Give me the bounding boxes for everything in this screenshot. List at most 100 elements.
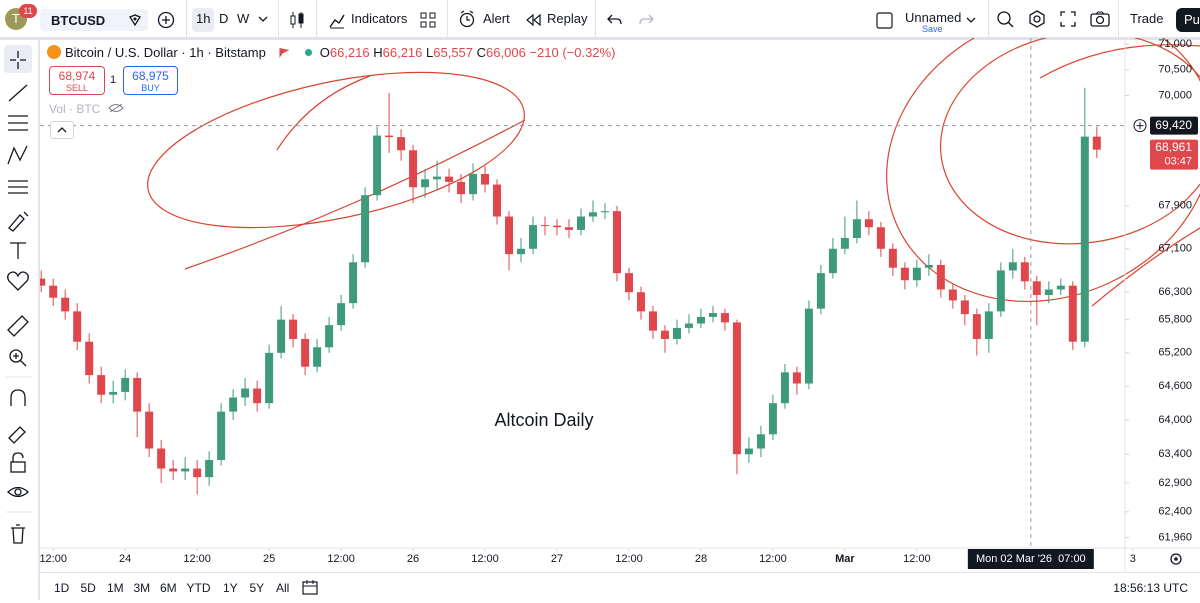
fib-tool[interactable] bbox=[8, 115, 28, 131]
range-button[interactable]: 5Y bbox=[249, 581, 265, 595]
sell-button[interactable]: 68,974 SELL bbox=[49, 66, 105, 95]
range-button[interactable]: 1D bbox=[54, 581, 70, 595]
interval[interactable]: 1h bbox=[196, 11, 211, 26]
separator bbox=[6, 376, 32, 513]
range-button[interactable]: 3M bbox=[133, 581, 151, 595]
candle-body bbox=[876, 227, 885, 249]
brush-tool[interactable] bbox=[8, 211, 29, 232]
candle-body bbox=[840, 237, 849, 249]
notification-badge: 11 bbox=[19, 4, 37, 18]
lock-tool[interactable] bbox=[10, 461, 26, 473]
candle-body bbox=[720, 313, 729, 323]
candle-body bbox=[744, 448, 753, 455]
indicators-icon[interactable] bbox=[328, 11, 346, 29]
candle-body bbox=[121, 377, 130, 392]
time-axis-settings[interactable] bbox=[1170, 553, 1182, 565]
candle-body bbox=[577, 216, 586, 230]
candle-body bbox=[205, 459, 214, 478]
lock-drawing-tool[interactable] bbox=[8, 426, 26, 444]
range-button[interactable]: All bbox=[276, 581, 290, 595]
delete-tool[interactable] bbox=[11, 524, 25, 544]
separator bbox=[595, 0, 596, 37]
candle-body bbox=[385, 135, 394, 138]
search-button[interactable] bbox=[996, 10, 1014, 28]
compare-button[interactable] bbox=[157, 11, 175, 29]
zoom-tool[interactable] bbox=[9, 349, 23, 363]
separator bbox=[447, 0, 448, 37]
interval-caret[interactable] bbox=[258, 15, 268, 23]
layout-checkbox[interactable] bbox=[876, 12, 893, 29]
layout-name[interactable]: Unnamed bbox=[905, 10, 962, 25]
candle-body bbox=[241, 388, 250, 398]
candle-body bbox=[133, 377, 142, 412]
ohlc-value: 65,557 bbox=[433, 45, 474, 60]
trade-button[interactable]: Trade bbox=[1130, 11, 1164, 26]
icon-tool[interactable] bbox=[7, 271, 29, 291]
candle-body bbox=[588, 212, 597, 217]
candle-body bbox=[804, 308, 813, 384]
alert-button[interactable]: Alert bbox=[483, 11, 510, 26]
interval[interactable]: W bbox=[237, 11, 250, 26]
candle-body bbox=[481, 173, 490, 185]
volume-legend: Vol · BTC bbox=[49, 102, 124, 116]
range-button[interactable]: 6M bbox=[160, 581, 177, 595]
visibility-tool[interactable] bbox=[7, 486, 29, 498]
pattern-tool[interactable] bbox=[7, 145, 28, 165]
replay-button[interactable]: Replay bbox=[547, 11, 588, 26]
templates-button[interactable] bbox=[420, 12, 436, 28]
candle-body bbox=[780, 372, 789, 404]
candle-body bbox=[61, 297, 70, 312]
text-tool[interactable] bbox=[10, 242, 26, 259]
forecast-tool[interactable] bbox=[8, 180, 28, 194]
save-button[interactable]: Save bbox=[922, 24, 943, 34]
range-button[interactable]: 5D bbox=[80, 581, 96, 595]
clock: 18:56:13 UTC bbox=[1113, 581, 1188, 595]
layout-caret[interactable] bbox=[966, 16, 976, 24]
ohlc-key: O bbox=[319, 45, 330, 60]
y-tick-label: 63,400 bbox=[1158, 448, 1192, 460]
candle-body bbox=[325, 325, 334, 348]
crosshair-tool[interactable] bbox=[10, 51, 26, 69]
buy-button[interactable]: 68,975 BUY bbox=[123, 66, 178, 95]
candle-body bbox=[349, 262, 358, 304]
fullscreen-button[interactable] bbox=[1060, 11, 1076, 27]
replay-icon[interactable] bbox=[525, 13, 541, 27]
y-tick-label: 65,800 bbox=[1158, 314, 1192, 326]
symbol-icon bbox=[129, 14, 141, 26]
flag-icon[interactable] bbox=[279, 48, 290, 58]
publish-button[interactable]: Pu bbox=[1176, 8, 1200, 32]
candle-body bbox=[600, 211, 609, 213]
candle-body bbox=[169, 468, 178, 472]
undo-button[interactable] bbox=[607, 13, 623, 27]
settings-button[interactable] bbox=[1028, 10, 1046, 28]
chart-type-button[interactable] bbox=[289, 10, 305, 30]
magnet-tool[interactable] bbox=[10, 389, 26, 406]
measure-tool[interactable] bbox=[7, 315, 29, 337]
y-tick-label: 62,400 bbox=[1158, 506, 1192, 518]
separator bbox=[316, 0, 317, 37]
separator bbox=[278, 0, 279, 37]
indicators-button[interactable]: Indicators bbox=[351, 11, 408, 26]
range-button[interactable]: 1M bbox=[107, 581, 124, 595]
snapshot-button[interactable] bbox=[1090, 11, 1110, 27]
symbol-search[interactable]: BTCUSD bbox=[40, 9, 148, 31]
interval-active-bg[interactable] bbox=[192, 8, 214, 32]
collapse-legend[interactable] bbox=[50, 121, 74, 139]
candle-body bbox=[541, 225, 550, 227]
range-button[interactable]: 1Y bbox=[223, 581, 238, 595]
alert-icon[interactable] bbox=[458, 10, 476, 28]
candle-body bbox=[145, 411, 154, 449]
trendline-tool[interactable] bbox=[8, 84, 28, 102]
volume-label: Vol · BTC bbox=[49, 102, 101, 116]
range-button[interactable]: YTD bbox=[186, 581, 211, 595]
candle-body bbox=[936, 265, 945, 290]
volume-hidden-icon[interactable] bbox=[107, 103, 124, 113]
redo-button[interactable] bbox=[638, 13, 654, 27]
y-tick-label: 67,100 bbox=[1158, 243, 1192, 255]
date-range-button[interactable] bbox=[302, 579, 318, 595]
order-quantity[interactable]: 1 bbox=[110, 74, 117, 86]
series-title: Bitcoin / U.S. Dollar · 1h · Bitstamp bbox=[65, 45, 266, 60]
y-tick-label: 65,200 bbox=[1158, 347, 1192, 359]
sell-price: 68,974 bbox=[58, 69, 96, 83]
interval[interactable]: D bbox=[219, 11, 229, 26]
